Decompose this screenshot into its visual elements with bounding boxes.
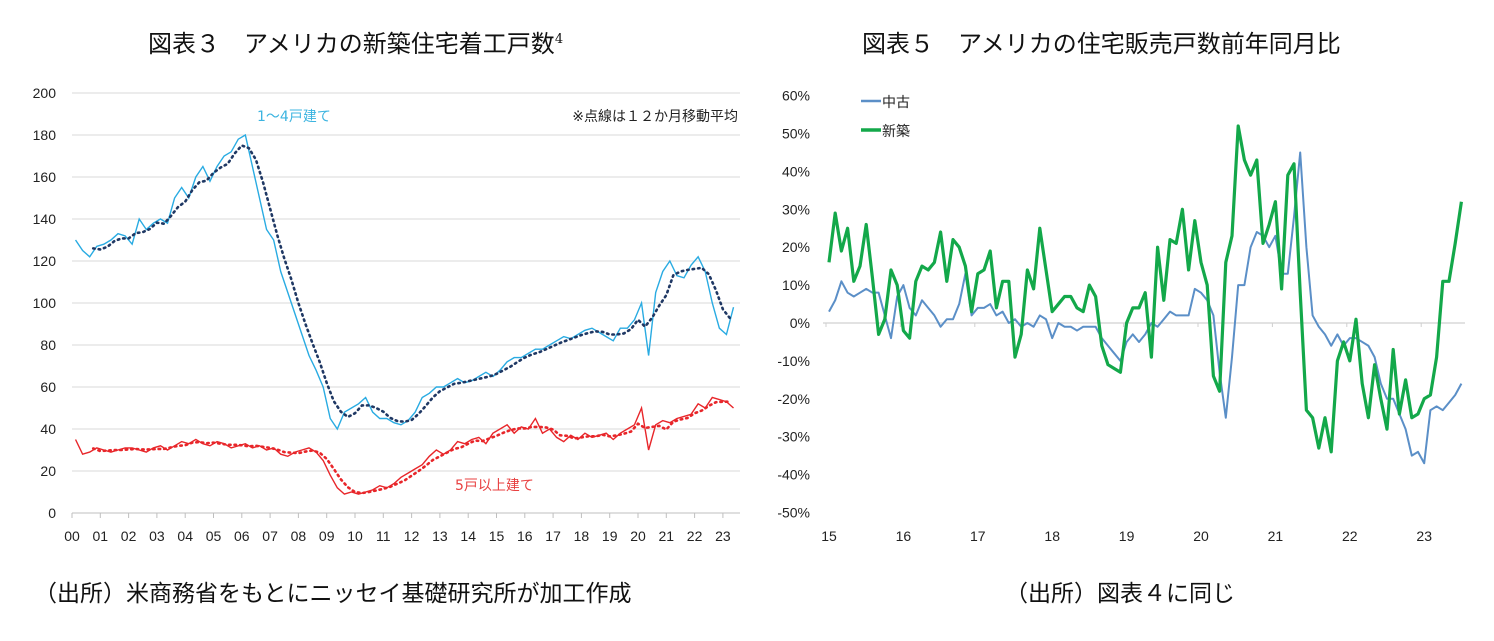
y-tick-label: 0%	[790, 315, 810, 331]
y-tick-label: 160	[33, 169, 57, 185]
x-tick-label: 14	[460, 528, 476, 544]
series-line-new-homes	[827, 124, 1463, 454]
x-tick-label: 02	[121, 528, 137, 544]
right-source-caption: （出所）図表４に同じ	[1005, 581, 1235, 607]
series-line-existing-homes	[828, 151, 1463, 465]
series-label-multi-family: 5戸以上建て	[455, 478, 534, 494]
housing-starts-chart: 0 20 40 60 80 100 120 140 160 180 200 00 01 02 03 04 05 0…	[33, 85, 740, 544]
y-tick-label: 40%	[782, 163, 810, 179]
x-tick-label: 18	[574, 528, 590, 544]
moving-average-line-multi-family	[91, 400, 732, 495]
y-tick-label: -40%	[777, 467, 810, 483]
x-tick-label: 00	[64, 528, 80, 544]
y-tick-label: 40	[40, 421, 56, 437]
x-tick-label: 16	[517, 528, 533, 544]
series-line-single-family	[74, 133, 735, 431]
x-tick-label: 12	[404, 528, 420, 544]
y-tick-label: -20%	[777, 391, 810, 407]
legend-label-new-homes: 新築	[882, 124, 910, 140]
x-tick-label: 09	[319, 528, 335, 544]
x-tick-label: 10	[347, 528, 363, 544]
y-tick-label: 30%	[782, 201, 810, 217]
y-tick-label: -30%	[777, 429, 810, 445]
x-tick-label: 15	[489, 528, 505, 544]
x-tick-label: 23	[1416, 528, 1432, 544]
legend-label-existing-homes: 中古	[882, 95, 910, 111]
x-tick-label: 21	[1268, 528, 1284, 544]
x-tick-label: 07	[262, 528, 278, 544]
x-tick-label: 13	[432, 528, 448, 544]
x-tick-label: 01	[93, 528, 109, 544]
home-sales-yoy-chart: 60% 50% 40% 30% 20% 10% 0% -10% -20% -30% -40% -50%…	[777, 88, 1465, 544]
y-tick-label: 140	[33, 211, 57, 227]
moving-average-note: ※点線は１２か月移動平均	[572, 109, 738, 125]
y-tick-label: -10%	[777, 353, 810, 369]
y-tick-label: 50%	[782, 126, 810, 142]
y-tick-label: 0	[48, 505, 56, 521]
y-tick-label: 20%	[782, 239, 810, 255]
left-title-text: 図表３ アメリカの新築住宅着工戸数	[148, 30, 555, 58]
left-chart-title: 図表３ アメリカの新築住宅着工戸数4	[148, 24, 563, 59]
x-tick-label: 23	[715, 528, 731, 544]
x-tick-label: 06	[234, 528, 250, 544]
y-tick-label: 20	[40, 463, 56, 479]
x-tick-label: 03	[149, 528, 165, 544]
x-tick-label: 15	[821, 528, 837, 544]
x-tick-label: 20	[1193, 528, 1209, 544]
moving-average-line-single-family	[91, 143, 732, 423]
series-line-multi-family	[74, 396, 734, 495]
right-chart-title: 図表５ アメリカの住宅販売戸数前年同月比	[862, 30, 1341, 58]
y-tick-label: 200	[33, 85, 57, 101]
x-tick-label: 08	[291, 528, 307, 544]
x-tick-label: 22	[687, 528, 703, 544]
x-tick-label: 17	[970, 528, 986, 544]
x-tick-label: 19	[1119, 528, 1135, 544]
x-tick-label: 05	[206, 528, 222, 544]
y-tick-label: 60	[40, 379, 56, 395]
x-tick-label: 19	[602, 528, 618, 544]
x-tick-label: 20	[630, 528, 646, 544]
y-tick-label: -50%	[777, 505, 810, 521]
y-tick-label: 80	[40, 337, 56, 353]
x-tick-label: 16	[896, 528, 912, 544]
y-tick-label: 60%	[782, 88, 810, 104]
x-tick-label: 22	[1342, 528, 1358, 544]
x-tick-label: 11	[376, 528, 391, 544]
x-tick-label: 17	[545, 528, 561, 544]
left-source-caption: （出所）米商務省をもとにニッセイ基礎研究所が加工作成	[34, 581, 632, 607]
footnote-marker: 4	[554, 32, 564, 47]
y-tick-label: 100	[33, 295, 57, 311]
y-tick-label: 10%	[782, 277, 810, 293]
x-tick-label: 21	[659, 528, 675, 544]
series-label-single-family: 1～4戸建て	[257, 109, 331, 125]
x-tick-label: 18	[1044, 528, 1060, 544]
y-tick-label: 120	[33, 253, 57, 269]
y-tick-label: 180	[33, 127, 57, 143]
x-tick-label: 04	[177, 528, 193, 544]
